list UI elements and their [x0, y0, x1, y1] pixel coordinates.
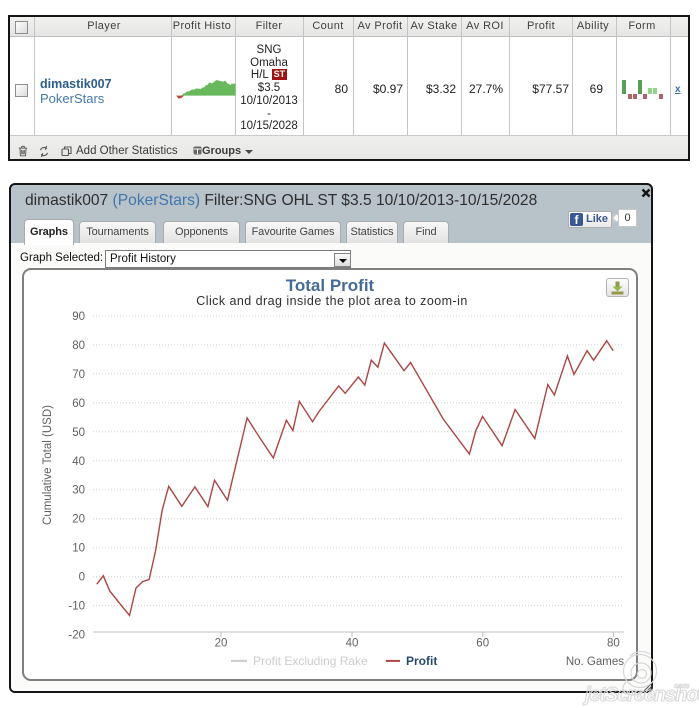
svg-text:Profit: Profit: [406, 654, 437, 668]
svg-text:20: 20: [215, 638, 228, 650]
svg-text:Profit Excluding Rake: Profit Excluding Rake: [253, 654, 368, 668]
svg-text:50: 50: [72, 427, 85, 439]
svg-text:30: 30: [72, 485, 85, 497]
svg-text:No. Games: No. Games: [566, 656, 624, 668]
svg-text:60: 60: [72, 398, 85, 410]
svg-text:0: 0: [79, 572, 85, 584]
svg-text:Cumulative Total (USD): Cumulative Total (USD): [42, 405, 54, 525]
svg-text:20: 20: [72, 514, 85, 526]
svg-text:70: 70: [72, 369, 85, 381]
svg-text:-10: -10: [68, 601, 85, 613]
svg-text:40: 40: [346, 638, 359, 650]
svg-text:80: 80: [607, 638, 620, 650]
svg-text:80: 80: [72, 340, 85, 352]
svg-text:90: 90: [72, 311, 85, 323]
svg-text:40: 40: [72, 456, 85, 468]
svg-text:10: 10: [72, 543, 85, 555]
svg-text:60: 60: [476, 638, 489, 650]
svg-text:Click and drag inside the plot: Click and drag inside the plot area to z…: [196, 294, 468, 308]
svg-text:Total Profit: Total Profit: [286, 276, 375, 295]
svg-text:-20: -20: [68, 630, 85, 642]
